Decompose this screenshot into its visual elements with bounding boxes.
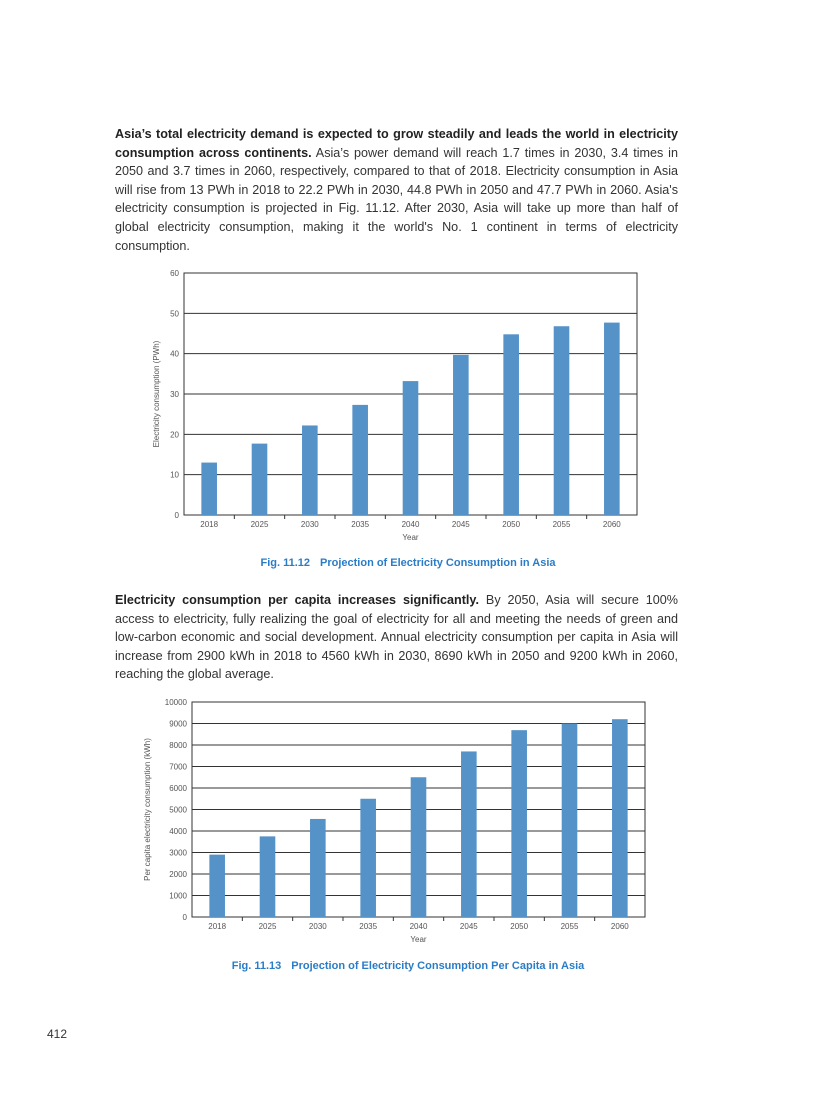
paragraph-body: Asia’s power demand will reach 1.7 times… bbox=[115, 145, 678, 253]
paragraph-body: By 2050, Asia will secure 100% access to… bbox=[115, 593, 679, 682]
x-axis-label: Year bbox=[402, 533, 419, 542]
bar bbox=[251, 443, 268, 515]
y-tick-label: 10000 bbox=[165, 698, 188, 707]
x-tick-label: 2030 bbox=[301, 520, 319, 529]
y-tick-label: 0 bbox=[183, 913, 188, 922]
paragraph-lead: Electricity consumption per capita incre… bbox=[115, 593, 479, 607]
y-tick-label: 7000 bbox=[169, 763, 187, 772]
x-tick-label: 2030 bbox=[309, 922, 327, 931]
figure-caption-11-13: Fig. 11.13 Projection of Electricity Cons… bbox=[0, 960, 816, 972]
y-axis-label: Per capita electricity consumption (kWh) bbox=[143, 738, 152, 881]
bar bbox=[453, 354, 469, 515]
paragraph-electricity-demand: Asia’s total electricity demand is expec… bbox=[115, 125, 678, 255]
x-tick-label: 2050 bbox=[502, 520, 520, 529]
x-tick-label: 2045 bbox=[452, 520, 470, 529]
y-tick-label: 10 bbox=[170, 471, 179, 480]
y-tick-label: 2000 bbox=[169, 870, 187, 879]
bar bbox=[511, 730, 527, 917]
x-tick-label: 2060 bbox=[603, 520, 621, 529]
x-tick-label: 2025 bbox=[251, 520, 269, 529]
bar bbox=[503, 334, 519, 515]
bar bbox=[209, 854, 225, 917]
y-tick-label: 60 bbox=[170, 269, 179, 278]
figure-caption-11-12: Fig. 11.12 Projection of Electricity Cons… bbox=[0, 557, 816, 569]
bar bbox=[561, 723, 578, 917]
bar bbox=[310, 818, 326, 917]
chart-per-capita-consumption: 0 1000 2000 3000 4000 5000 6000 7000 8000 9000 100… bbox=[143, 698, 646, 944]
y-tick-label: 50 bbox=[170, 309, 179, 318]
x-axis-label: Year bbox=[410, 935, 427, 944]
bar bbox=[410, 777, 427, 917]
figure-title: Projection of Electricity Consumption in… bbox=[320, 557, 556, 569]
x-tick-label: 2025 bbox=[259, 922, 277, 931]
x-tick-label: 2018 bbox=[208, 922, 226, 931]
x-tick-label: 2060 bbox=[611, 922, 629, 931]
page-number: 412 bbox=[47, 1027, 68, 1041]
x-tick-label: 2045 bbox=[460, 922, 478, 931]
x-tick-label: 2055 bbox=[561, 922, 579, 931]
bar bbox=[360, 798, 376, 917]
bar bbox=[461, 751, 477, 917]
x-tick-label: 2035 bbox=[351, 520, 369, 529]
y-tick-label: 5000 bbox=[169, 806, 187, 815]
bar bbox=[612, 719, 628, 917]
bar bbox=[302, 425, 318, 515]
x-tick-label: 2035 bbox=[359, 922, 377, 931]
paragraph-per-capita: Electricity consumption per capita incre… bbox=[115, 591, 678, 684]
y-tick-label: 6000 bbox=[169, 784, 187, 793]
x-tick-label: 2018 bbox=[200, 520, 218, 529]
figure-number: Fig. 11.13 bbox=[231, 960, 282, 972]
y-tick-label: 30 bbox=[170, 390, 179, 399]
paragraph-lead: Asia’s total electricity demand is expec… bbox=[115, 127, 678, 160]
x-tick-label: 2050 bbox=[510, 922, 528, 931]
figure-number: Fig. 11.12 bbox=[260, 557, 310, 569]
bar bbox=[259, 836, 276, 917]
y-tick-label: 4000 bbox=[169, 827, 187, 836]
y-tick-label: 0 bbox=[175, 511, 180, 520]
bar bbox=[402, 381, 419, 515]
x-tick-label: 2040 bbox=[402, 520, 420, 529]
figure-title: Projection of Electricity Consumption Pe… bbox=[291, 960, 585, 972]
y-tick-label: 3000 bbox=[169, 849, 187, 858]
y-tick-label: 40 bbox=[170, 350, 179, 359]
x-tick-label: 2040 bbox=[410, 922, 428, 931]
y-tick-label: 1000 bbox=[169, 892, 187, 901]
bar bbox=[604, 322, 620, 515]
bar bbox=[201, 462, 217, 515]
bar bbox=[553, 326, 570, 515]
y-tick-label: 20 bbox=[170, 430, 179, 439]
bar bbox=[352, 404, 368, 515]
y-axis-label: Electricity consumption (PWh) bbox=[152, 340, 161, 447]
x-tick-label: 2055 bbox=[553, 520, 571, 529]
y-tick-label: 8000 bbox=[169, 741, 187, 750]
y-tick-label: 9000 bbox=[169, 720, 187, 729]
